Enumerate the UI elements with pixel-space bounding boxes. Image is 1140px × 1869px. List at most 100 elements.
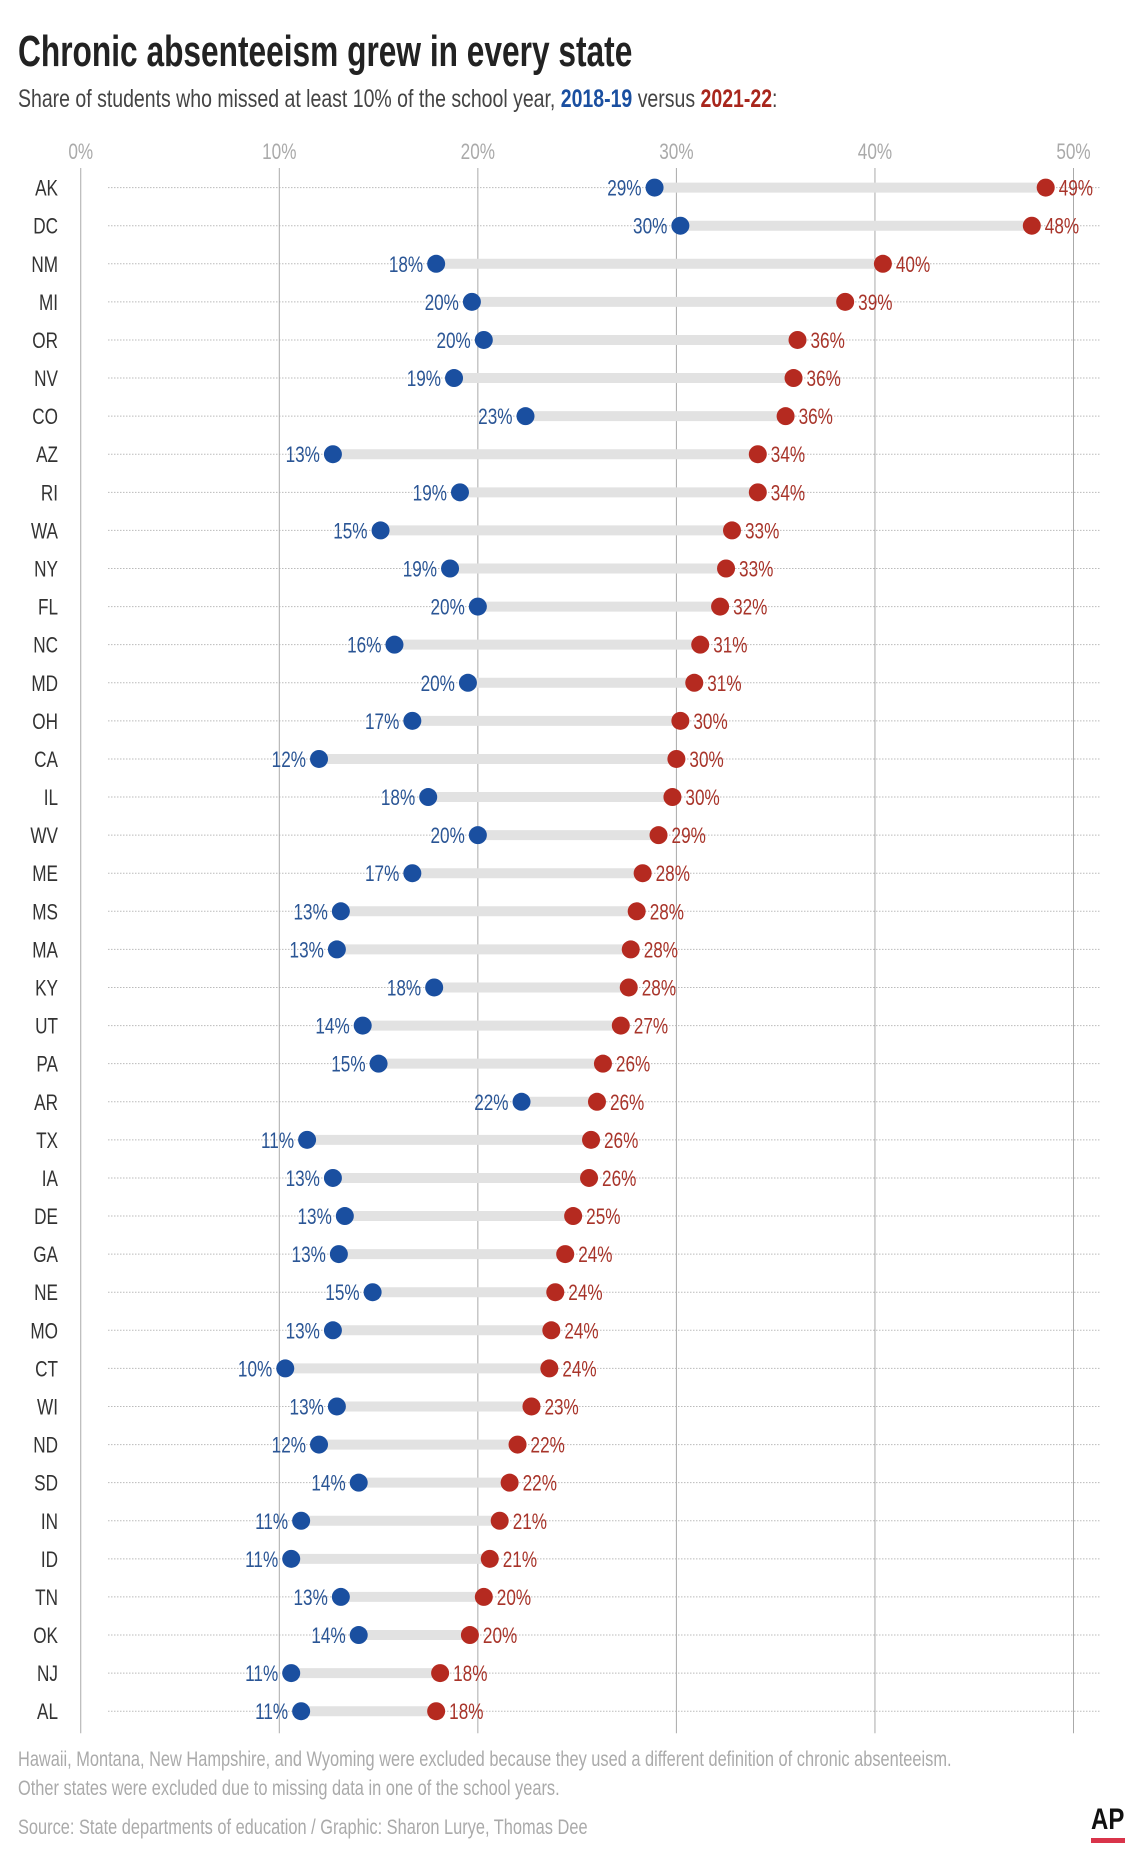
x-tick-label-group: 0%: [68, 140, 93, 165]
dot-2018-19: [385, 635, 404, 654]
state-label-group: CO: [32, 405, 58, 430]
state-label: NJ: [37, 1662, 58, 1687]
value-label-2021-22: 23%: [544, 1396, 578, 1421]
x-tick-label-group: 40%: [858, 140, 892, 165]
value-label-2018-19-group: 30%: [633, 215, 667, 240]
ap-logo: AP: [1091, 1801, 1125, 1843]
value-label-2018-19-group: 14%: [315, 1015, 349, 1040]
dot-2021-22: [671, 711, 690, 730]
value-label-2018-19: 13%: [290, 938, 324, 963]
value-label-2018-19: 11%: [261, 1129, 294, 1154]
value-label-2018-19-group: 29%: [607, 177, 641, 202]
dot-2021-22: [776, 407, 795, 426]
value-label-2021-22-group: 24%: [564, 1319, 598, 1344]
value-label-2021-22-group: 20%: [483, 1624, 517, 1649]
value-label-2021-22: 24%: [562, 1357, 596, 1382]
value-label-2018-19: 13%: [294, 900, 328, 925]
dot-2018-19: [462, 292, 481, 311]
value-label-2021-22: 33%: [739, 558, 773, 583]
value-label-2018-19: 15%: [331, 1053, 365, 1078]
state-label-group: OK: [33, 1624, 58, 1649]
state-label-group: NC: [33, 634, 58, 659]
state-label-group: WA: [31, 519, 59, 544]
value-label-2021-22: 20%: [497, 1586, 531, 1611]
value-label-2021-22-group: 28%: [650, 900, 684, 925]
footnote-2: Other states were excluded due to missin…: [18, 1776, 560, 1799]
state-label-group: CA: [34, 748, 59, 773]
state-label-group: AR: [34, 1091, 58, 1116]
value-label-2018-19: 20%: [436, 329, 470, 354]
dot-2018-19: [323, 1168, 342, 1187]
value-label-2021-22: 28%: [642, 977, 676, 1002]
value-label-2021-22-group: 32%: [733, 596, 767, 621]
legend-2018-19: 2018-19: [561, 85, 633, 113]
value-label-2021-22-group: 29%: [672, 824, 706, 849]
dot-2018-19: [335, 1207, 354, 1226]
state-label-group: DE: [34, 1205, 58, 1230]
value-label-2018-19-group: 20%: [431, 596, 465, 621]
value-label-2021-22-group: 34%: [771, 481, 805, 506]
dot-2021-22: [508, 1435, 527, 1454]
value-label-2018-19: 20%: [431, 824, 465, 849]
value-label-2018-19: 23%: [478, 405, 512, 430]
dot-2021-22: [836, 292, 855, 311]
dot-2018-19: [468, 597, 487, 616]
dot-2021-22: [1036, 178, 1055, 197]
value-label-2018-19: 11%: [245, 1662, 278, 1687]
value-label-2018-19: 13%: [297, 1205, 331, 1230]
value-label-2021-22-group: 30%: [685, 786, 719, 811]
value-label-2018-19: 19%: [413, 481, 447, 506]
value-label-2018-19-group: 13%: [292, 1243, 326, 1268]
dot-2018-19: [419, 788, 438, 807]
x-tick-label-group: 20%: [461, 140, 495, 165]
value-label-2018-19: 18%: [389, 253, 423, 278]
dot-2018-19: [450, 483, 469, 502]
value-label-2018-19-group: 20%: [425, 291, 459, 316]
dot-2018-19: [403, 711, 422, 730]
value-label-2018-19-group: 19%: [407, 367, 441, 392]
value-label-2018-19-group: 16%: [347, 634, 381, 659]
value-label-2018-19: 18%: [381, 786, 415, 811]
state-label-group: MI: [39, 291, 58, 316]
value-label-2021-22: 30%: [685, 786, 719, 811]
state-label-group: IL: [44, 786, 58, 811]
dot-2018-19: [349, 1626, 368, 1645]
state-label: WI: [37, 1396, 58, 1421]
dot-2021-22: [722, 521, 741, 540]
footnote-1: Hawaii, Montana, New Hampshire, and Wyom…: [18, 1747, 952, 1770]
value-label-2021-22-group: 21%: [513, 1510, 547, 1535]
dot-2021-22: [431, 1664, 450, 1683]
value-label-2018-19: 19%: [407, 367, 441, 392]
value-label-2021-22-group: 24%: [562, 1357, 596, 1382]
dot-2018-19: [331, 902, 350, 921]
value-label-2021-22-group: 33%: [745, 519, 779, 544]
state-label-group: KY: [35, 977, 58, 1002]
value-label-2018-19-group: 12%: [272, 748, 306, 773]
value-label-2021-22-group: 26%: [610, 1091, 644, 1116]
value-label-2021-22: 31%: [707, 672, 741, 697]
value-label-2021-22-group: 26%: [616, 1053, 650, 1078]
state-label-group: FL: [38, 596, 58, 621]
dot-2021-22: [633, 864, 652, 883]
value-label-2018-19-group: 18%: [387, 977, 421, 1002]
x-tick-label: 40%: [858, 140, 892, 165]
state-label-group: ID: [41, 1548, 58, 1573]
state-label-group: NE: [34, 1281, 58, 1306]
value-label-2018-19: 12%: [272, 1434, 306, 1459]
value-label-2021-22: 28%: [644, 938, 678, 963]
value-label-2018-19-group: 20%: [431, 824, 465, 849]
value-label-2021-22-group: 34%: [771, 443, 805, 468]
value-label-2021-22: 36%: [807, 367, 841, 392]
state-label: MO: [30, 1319, 58, 1344]
x-tick-label-group: 10%: [262, 140, 296, 165]
state-label: FL: [38, 596, 58, 621]
value-label-2021-22-group: 22%: [523, 1472, 557, 1497]
state-label-group: TX: [36, 1129, 58, 1154]
value-label-2018-19-group: 10%: [238, 1357, 272, 1382]
value-label-2018-19: 11%: [255, 1510, 288, 1535]
value-label-2021-22: 20%: [483, 1624, 517, 1649]
dot-2018-19: [282, 1664, 301, 1683]
state-label-group: MS: [32, 900, 58, 925]
value-label-2018-19: 20%: [425, 291, 459, 316]
dot-2018-19: [349, 1473, 368, 1492]
